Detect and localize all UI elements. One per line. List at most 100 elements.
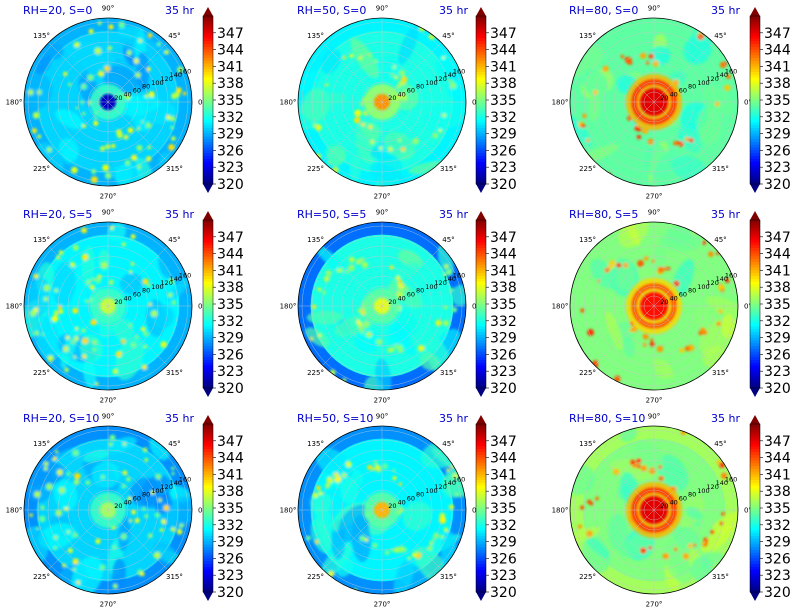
colorbar-tick-label: 332 <box>764 518 791 534</box>
angle-tick-label: 45° <box>442 32 454 40</box>
convective-cell <box>157 41 162 46</box>
colorbar-extend-max <box>203 211 213 220</box>
colorbar-segment <box>750 150 760 154</box>
colorbar-segment <box>203 505 213 509</box>
colorbar-segment <box>476 452 486 456</box>
colorbar-tick-label: 320 <box>490 585 517 601</box>
field-patch <box>298 71 321 91</box>
convective-cell <box>53 535 58 540</box>
convective-cell <box>137 164 142 169</box>
radial-tick-label: 60 <box>679 291 687 299</box>
convective-cell <box>710 530 715 535</box>
polar-frame <box>23 17 193 187</box>
convective-cell <box>658 465 663 469</box>
colorbar-segment <box>203 583 213 587</box>
angle-tick-label: 90° <box>102 5 114 13</box>
field-patch <box>67 41 114 69</box>
colorbar-segment <box>476 491 486 495</box>
colorbar-segment <box>750 128 760 132</box>
angle-tick-label: 135° <box>33 440 50 448</box>
colorbar-segment <box>476 122 486 126</box>
colorbar-segment <box>750 360 760 364</box>
colorbar-segment <box>750 41 760 45</box>
convective-cell <box>131 509 136 515</box>
convective-cell <box>32 111 40 119</box>
colorbar-tick-label: 341 <box>764 263 791 279</box>
convective-cell <box>349 256 355 263</box>
field-patch <box>336 559 354 577</box>
colorbar-segment <box>750 354 760 358</box>
colorbar-segment <box>203 323 213 327</box>
colorbar-segment <box>750 555 760 559</box>
convective-cell <box>34 330 40 336</box>
convective-cell <box>636 134 642 140</box>
convective-cell <box>388 147 393 152</box>
convective-cell <box>376 338 383 345</box>
colorbar-segment <box>750 225 760 229</box>
colorbar-segment <box>750 147 760 151</box>
grid-spoke <box>653 450 714 511</box>
convective-cell <box>72 567 76 571</box>
convective-cell <box>589 501 594 506</box>
colorbar-segment <box>750 49 760 53</box>
radial-tick-label: 40 <box>123 90 131 98</box>
convective-cell <box>642 333 649 340</box>
colorbar-segment <box>476 150 486 154</box>
convective-cell <box>577 524 583 529</box>
grid-spoke <box>381 509 442 570</box>
field-patch <box>617 266 635 291</box>
colorbar-segment <box>750 371 760 375</box>
convective-cell <box>168 143 175 151</box>
colorbar-tick-label: 323 <box>490 568 517 584</box>
colorbar-segment <box>203 38 213 42</box>
convective-cell <box>145 122 152 129</box>
convective-cell <box>652 60 659 67</box>
radial-tick-label: 100 <box>697 79 709 87</box>
colorbar-segment <box>750 46 760 51</box>
colorbar-segment <box>750 318 760 322</box>
colorbar-segment <box>476 278 486 283</box>
colorbar-segment <box>750 133 760 137</box>
colorbar-segment <box>203 452 213 456</box>
colorbar-segment <box>476 309 486 313</box>
field-patch <box>108 436 137 453</box>
colorbar-segment <box>476 136 486 140</box>
field-patch <box>83 359 97 389</box>
convective-cell <box>392 65 396 69</box>
convective-cell <box>55 509 63 517</box>
field-patch <box>135 51 150 91</box>
angle-tick-label: 180° <box>280 507 297 515</box>
colorbar-segment <box>203 332 213 336</box>
colorbar-segment <box>203 575 213 579</box>
radial-tick-label: 120 <box>160 483 172 491</box>
convective-cell <box>443 320 449 326</box>
radial-tick-label: 80 <box>142 83 150 91</box>
colorbar-segment <box>203 66 213 70</box>
polar-frame <box>23 425 193 595</box>
angle-tick-label: 315° <box>440 369 457 377</box>
colorbar-segment <box>203 77 213 81</box>
angle-tick-label: 90° <box>376 413 388 421</box>
colorbar-segment <box>203 552 213 557</box>
colorbar-segment <box>750 35 760 39</box>
convective-cell <box>36 526 40 530</box>
colorbar-segment <box>476 480 486 484</box>
colorbar-segment <box>203 128 213 132</box>
grid-spoke <box>594 305 655 366</box>
colorbar-segment <box>476 281 486 285</box>
radial-tick-label: 140 <box>716 275 728 283</box>
convective-cell <box>36 89 42 95</box>
convective-cell <box>69 261 76 268</box>
colorbar-segment <box>203 477 213 481</box>
convective-cell <box>592 89 599 96</box>
colorbar-segment <box>203 536 213 540</box>
field-patch <box>444 470 466 498</box>
colorbar-segment <box>476 49 486 53</box>
field-patch <box>672 525 701 550</box>
panel-time-label: 35 hr <box>165 208 194 221</box>
convective-cell <box>390 72 395 78</box>
colorbar-segment <box>476 362 486 367</box>
colorbar-segment <box>750 309 760 313</box>
colorbar-segment <box>750 457 760 461</box>
